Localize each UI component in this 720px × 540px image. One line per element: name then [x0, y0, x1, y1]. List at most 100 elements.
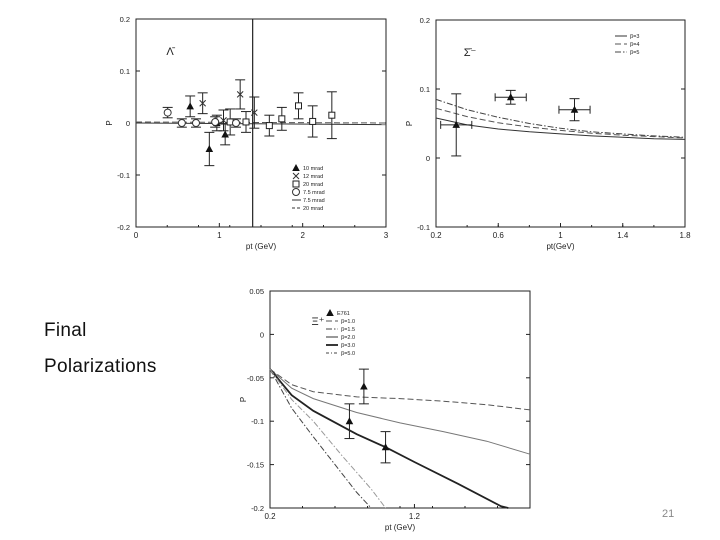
data-point — [192, 119, 200, 127]
x-tick-label: 1.8 — [679, 231, 691, 240]
x-axis-label: pt (GeV) — [385, 523, 416, 532]
x-tick-label: 2 — [300, 231, 305, 240]
y-tick-label: 0.05 — [249, 287, 264, 296]
data-point — [360, 382, 368, 390]
chart-panel-1: 0 1 2 3 0.2 0.1 0 -0.1 -0.2 pt (GeV) P Λ̄ 10 mrad 12 … — [105, 15, 389, 251]
curve-solid — [435, 117, 686, 140]
legend-marker — [292, 180, 300, 188]
y-tick-label: 0.2 — [120, 15, 130, 24]
y-tick-label: -0.1 — [117, 171, 130, 180]
x-tick-label: 3 — [384, 231, 389, 240]
y-axis-label: P — [239, 397, 248, 402]
legend-label: 7.5 mrad — [303, 190, 325, 196]
legend-label: β=1.0 — [341, 319, 355, 325]
slide-caption-line1: Final — [44, 320, 87, 341]
data-point — [163, 108, 172, 117]
x-tick-label: 0.2 — [430, 231, 442, 240]
y-axis-label: P — [405, 121, 414, 126]
legend-label: 20 mrad — [303, 206, 323, 212]
legend-label: 12 mrad — [303, 174, 323, 180]
legend-label: β=4 — [630, 42, 639, 48]
legend-label: β=3 — [630, 34, 639, 40]
data-point — [295, 102, 302, 110]
y-axis-label: P — [105, 120, 114, 125]
data-point — [199, 99, 207, 107]
data-point — [232, 119, 240, 127]
legend-label: 20 mrad — [303, 182, 323, 188]
y-tick-label: -0.15 — [247, 461, 264, 470]
panel-label: Σ̄⁻ — [464, 47, 477, 59]
curve-dashdot-gray — [269, 368, 386, 509]
y-tick-label: 0 — [426, 154, 430, 163]
y-tick-label: 0.2 — [420, 16, 430, 25]
legend-marker — [292, 172, 300, 180]
x-axis-label: pt (GeV) — [246, 242, 277, 251]
y-tick-label: -0.05 — [247, 374, 264, 383]
curve-dashed — [269, 368, 531, 411]
data-point — [220, 117, 227, 124]
panel-label: Ξ⁺ — [312, 316, 325, 328]
x-tick-label: 1 — [558, 231, 563, 240]
data-point — [205, 145, 214, 152]
data-point — [265, 122, 273, 130]
data-point — [211, 117, 220, 126]
x-tick-label: 1.4 — [617, 231, 629, 240]
plot-frame — [269, 290, 531, 509]
legend-label: β=2.0 — [341, 335, 355, 341]
legend: 10 mrad 12 mrad 20 mrad 7.5 mrad 7.5 mrad 20 … — [292, 164, 325, 212]
legend-label: β=5 — [630, 50, 639, 56]
x-tick-label: 0 — [134, 231, 139, 240]
legend-marker — [326, 309, 334, 316]
data-point — [177, 119, 186, 127]
panel-label: Λ̄ — [166, 46, 175, 58]
legend-label: β=1.5 — [341, 327, 355, 333]
data-point — [236, 91, 244, 98]
legend-marker — [292, 164, 300, 171]
curve-dashdot — [269, 368, 372, 509]
chart-panel-3: 0.2 1.2 0.05 0 -0.05 -0.1 -0.15 -0.2 pt (GeV) P Ξ⁺… — [239, 287, 531, 532]
y-tick-label: 0 — [126, 119, 130, 128]
curve-dashdot — [435, 98, 686, 138]
page-number: 21 — [662, 508, 675, 520]
curve-dashed — [135, 121, 387, 124]
data-point — [506, 93, 515, 101]
data-point — [242, 118, 250, 126]
data-point — [452, 120, 461, 128]
y-tick-label: 0.1 — [120, 67, 130, 76]
x-tick-label: 0.6 — [493, 231, 505, 240]
legend-label: β=5.0 — [341, 351, 355, 357]
legend-label: 10 mrad — [303, 166, 323, 172]
legend: E761 β=1.0 β=1.5 β=2.0 β=3.0 β=5.0 — [326, 309, 355, 357]
x-axis-label: pt(GeV) — [546, 242, 574, 251]
legend-label: β=3.0 — [341, 343, 355, 349]
data-point — [186, 102, 194, 110]
curve-dashed — [435, 107, 686, 139]
plot-frame — [435, 19, 686, 228]
legend-label: 7.5 mrad — [303, 198, 325, 204]
data-point — [309, 117, 317, 125]
curve-solid-gray — [269, 368, 531, 455]
slide-caption-line2: Polarizations — [44, 356, 157, 377]
chart-panel-2: 0.2 0.6 1 1.4 1.80.20.10-0.1pt(GeV)PΣ̄⁻β=3β=… — [405, 16, 691, 251]
y-tick-label: -0.1 — [251, 417, 264, 426]
data-point — [570, 105, 579, 113]
y-tick-label: -0.2 — [251, 504, 264, 513]
y-tick-label: 0.1 — [420, 85, 430, 94]
data-point — [345, 417, 354, 425]
x-tick-label: 1 — [217, 231, 222, 240]
x-tick-label: 1.2 — [409, 512, 421, 521]
legend-marker — [292, 188, 300, 196]
y-tick-label: -0.1 — [417, 223, 430, 232]
data-point — [328, 111, 336, 119]
legend: β=3 β=4 β=5 — [615, 34, 639, 56]
data-point — [278, 115, 286, 123]
x-tick-label: 0.2 — [264, 512, 276, 521]
data-point — [250, 109, 258, 116]
curve-solid — [135, 122, 387, 126]
data-point — [381, 443, 390, 451]
y-tick-label: 0 — [260, 330, 264, 339]
y-tick-label: -0.2 — [117, 223, 130, 232]
legend-label: E761 — [337, 311, 350, 317]
data-point — [221, 130, 229, 138]
